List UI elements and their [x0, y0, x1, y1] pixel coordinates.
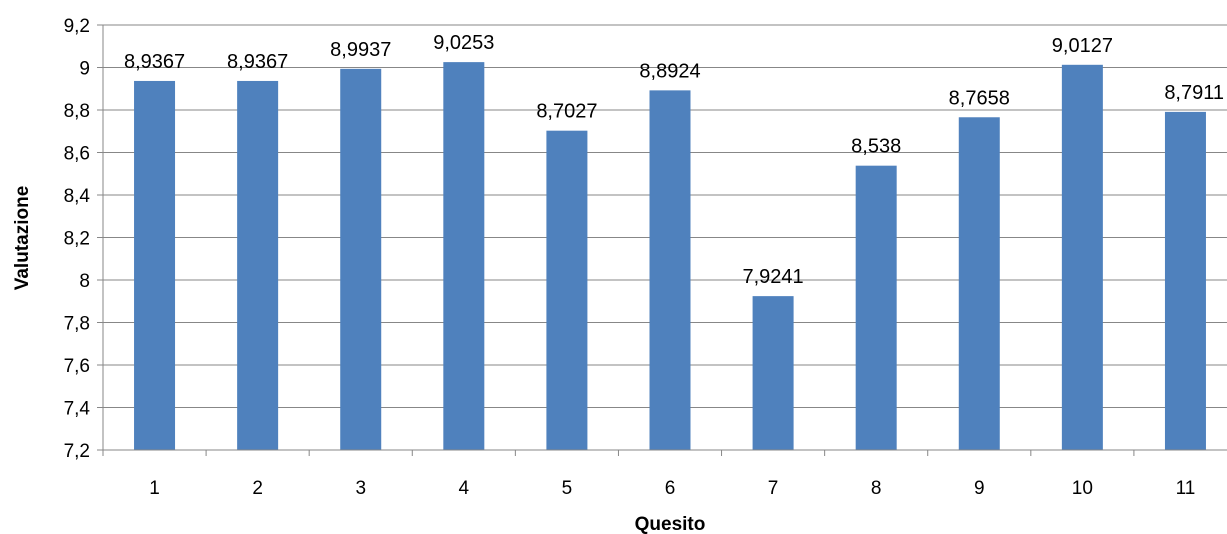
bar: [546, 130, 588, 450]
data-labels: 8,9367 8,9367 8,9937 9,0253 8,7027 8,8924 7,92…: [124, 32, 1224, 288]
bar-data-label: 8,9367: [227, 51, 288, 73]
bars: [134, 62, 1206, 451]
x-tick-label: 5: [562, 478, 573, 499]
bar-data-label: 8,9367: [124, 51, 185, 73]
bar-data-label: 7,9241: [743, 266, 804, 288]
y-tick-label: 8: [79, 271, 90, 292]
x-tick-label: 11: [1176, 478, 1196, 499]
y-tick-label: 9: [79, 59, 90, 80]
x-tick-label: 1: [149, 478, 160, 499]
y-tick-label: 8,8: [64, 101, 90, 122]
bar: [855, 165, 897, 451]
y-axis-title: Valutazione: [12, 186, 33, 291]
axes: 7,2 7,4 7,6 7,8 8 8,2 8,4 8,6 8,8 9 9,2 1 2 3 4 5 6 7 8 9 10…: [64, 16, 1227, 499]
x-tick-label: 4: [459, 478, 470, 499]
x-tick-label: 3: [355, 478, 366, 499]
bar-data-label: 8,7027: [536, 101, 597, 123]
y-tick-label: 9,2: [64, 16, 90, 37]
y-tick-label: 7,2: [64, 441, 90, 462]
bar-data-label: 8,9937: [330, 39, 391, 61]
bar: [237, 80, 279, 451]
x-axis-title: Quesito: [635, 514, 706, 534]
y-tick-label: 7,4: [64, 399, 91, 420]
y-tick-label: 7,6: [64, 356, 90, 377]
bar-data-label: 8,7658: [949, 87, 1010, 109]
bar: [1164, 111, 1206, 451]
bar: [649, 90, 691, 451]
bar: [134, 80, 176, 451]
bar-data-label: 8,8924: [639, 60, 700, 82]
y-tick-label: 8,4: [64, 186, 91, 207]
bar-data-label: 8,538: [851, 136, 901, 158]
x-tick-label: 10: [1072, 478, 1093, 499]
bar-data-label: 8,7911: [1164, 82, 1224, 104]
y-tick-label: 8,2: [64, 229, 90, 250]
bar: [443, 62, 485, 450]
bar-data-label: 9,0127: [1052, 35, 1113, 57]
x-tick-label: 2: [252, 478, 263, 499]
bar: [340, 68, 382, 451]
bar: [752, 296, 794, 450]
bar: [1061, 64, 1103, 451]
bar: [958, 117, 1000, 450]
x-tick-label: 6: [665, 478, 676, 499]
x-tick-label: 9: [974, 478, 985, 499]
y-tick-label: 7,8: [64, 314, 90, 335]
bar-data-label: 9,0253: [433, 32, 494, 54]
x-tick-label: 7: [768, 478, 779, 499]
x-tick-label: 8: [871, 478, 882, 499]
y-tick-label: 8,6: [64, 144, 90, 165]
